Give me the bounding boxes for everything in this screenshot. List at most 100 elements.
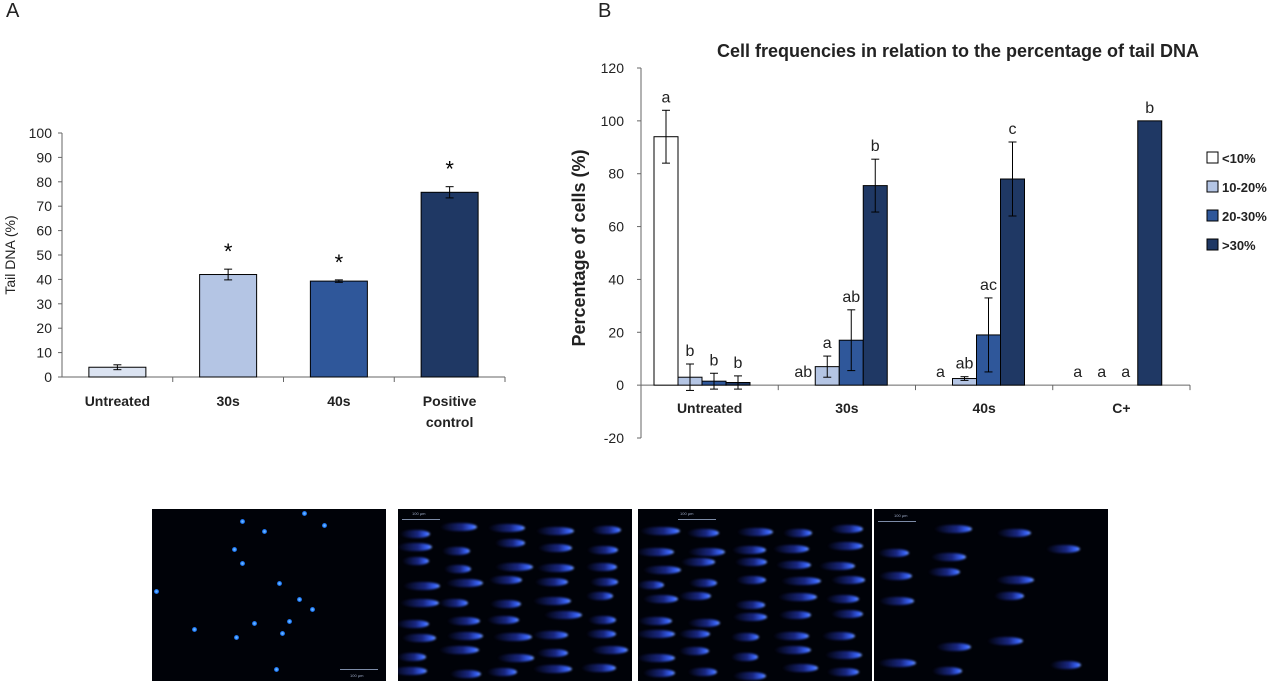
comet-cell <box>533 664 573 673</box>
x-category-label: Untreated <box>85 393 150 409</box>
comet-cell <box>449 670 481 679</box>
comet-cell <box>935 643 972 652</box>
comet-cell <box>689 578 718 587</box>
y-tick-label: -20 <box>604 430 624 446</box>
significance-letter: ab <box>794 364 812 381</box>
y-tick-label: 40 <box>36 271 52 287</box>
comet-cell <box>731 633 760 642</box>
comet-cell <box>496 653 535 662</box>
comet-cell <box>781 664 819 673</box>
comet-cell <box>824 650 862 659</box>
comet-cell <box>590 646 628 655</box>
comet-cell <box>398 619 429 628</box>
significance-letter: a <box>823 335 832 352</box>
cell-nucleus <box>252 621 257 626</box>
comet-cell <box>687 619 720 628</box>
comet-cell <box>930 553 967 562</box>
comet-cell <box>533 596 571 605</box>
comet-cell <box>831 609 863 618</box>
bar-30s <box>199 274 258 378</box>
cell-nucleus <box>240 561 245 566</box>
comet-cell <box>492 633 532 642</box>
comet-cell <box>782 528 813 537</box>
comet-cell <box>731 545 766 554</box>
scale-bar-label: 100 µm <box>350 673 364 678</box>
comet-cell <box>586 592 614 601</box>
legend-label: >30% <box>1222 238 1256 253</box>
comet-cell <box>488 576 522 585</box>
comet-cell <box>995 576 1035 585</box>
x-category-label: C+ <box>1112 400 1130 416</box>
comet-cell <box>826 594 860 603</box>
comet-cell <box>819 561 856 570</box>
x-category-label: 30s <box>835 400 859 416</box>
x-category-label: 40s <box>972 400 996 416</box>
comet-cell <box>688 548 725 557</box>
y-tick-label: 50 <box>36 247 52 263</box>
y-tick-label: 0 <box>44 369 52 385</box>
comet-cell <box>588 616 616 625</box>
comet-cell <box>590 526 621 535</box>
y-tick-label: 10 <box>36 345 52 361</box>
comet-cell <box>827 541 864 550</box>
bar-c-series-3 <box>1137 120 1163 386</box>
y-tick-label: 80 <box>608 166 624 182</box>
comet-cell <box>773 632 810 641</box>
cell-nucleus <box>274 667 279 672</box>
comet-micrograph-positive-control: 100 µm <box>874 509 1108 681</box>
panel-b-letter: B <box>598 0 612 22</box>
comet-cell <box>446 632 483 641</box>
comet-cell <box>829 524 863 533</box>
comet-cell <box>544 610 583 619</box>
comet-cell <box>680 557 716 566</box>
comet-cell <box>638 630 676 639</box>
comet-cell <box>581 663 616 672</box>
comet-cell <box>931 667 963 676</box>
comet-cell <box>400 599 440 608</box>
y-axis-title: Tail DNA (%) <box>2 215 18 294</box>
significance-letter: a <box>1097 364 1106 381</box>
y-tick-label: 30 <box>36 296 52 312</box>
significance-letter: a <box>1121 364 1130 381</box>
x-category-label-line2: control <box>426 414 473 430</box>
comet-cell <box>679 630 711 639</box>
comet-cell <box>687 529 719 538</box>
comet-micrograph-untreated: 100 µm <box>152 509 386 681</box>
comet-cell <box>1050 660 1082 669</box>
cell-nucleus <box>232 547 237 552</box>
comet-cell <box>638 653 676 662</box>
comet-cell <box>536 564 574 573</box>
scale-bar-label: 100 µm <box>412 511 426 516</box>
significance-marker: * <box>445 157 454 182</box>
significance-letter: b <box>871 138 880 155</box>
y-axis-title: Percentage of cells (%) <box>569 149 589 346</box>
scale-bar <box>678 519 716 520</box>
comet-cell <box>399 530 430 539</box>
cell-nucleus <box>234 635 239 640</box>
comet-cell <box>688 668 718 677</box>
x-category-label: 40s <box>327 393 351 409</box>
panel-a-letter: A <box>6 0 20 22</box>
comet-cell <box>638 617 672 626</box>
comet-cell <box>446 616 480 625</box>
y-tick-label: 20 <box>608 324 624 340</box>
y-tick-label: 40 <box>608 271 624 287</box>
bar-positive-control <box>420 191 479 378</box>
bar-untreated-series-0 <box>653 136 679 386</box>
y-tick-label: 80 <box>36 174 52 190</box>
comet-cell <box>679 646 709 655</box>
comet-cell <box>877 549 909 558</box>
cell-nucleus <box>302 511 307 516</box>
legend-swatch <box>1206 238 1219 251</box>
cell-nucleus <box>310 607 315 612</box>
x-category-label-line1: Positive <box>423 393 477 409</box>
comet-cell <box>638 581 665 590</box>
y-tick-label: 70 <box>36 198 52 214</box>
comet-cell <box>587 546 619 555</box>
cell-nucleus <box>322 523 327 528</box>
y-tick-label: 20 <box>36 320 52 336</box>
scale-bar-label: 100 µm <box>894 513 908 518</box>
comet-cell <box>489 600 521 609</box>
comet-cell <box>732 612 768 621</box>
significance-letter: ab <box>956 356 974 373</box>
